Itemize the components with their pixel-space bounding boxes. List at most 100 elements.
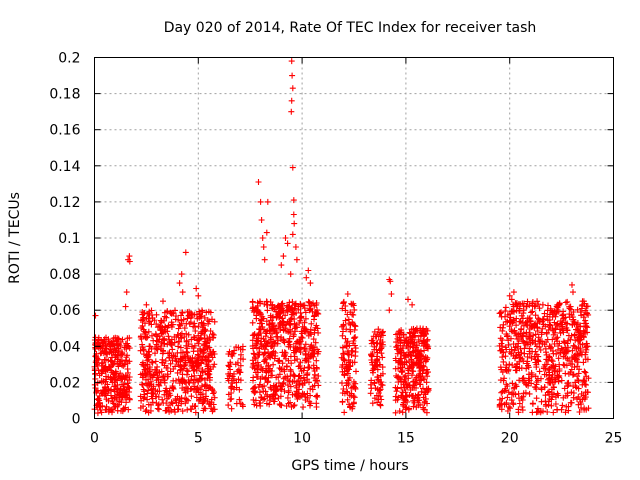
data-point: [197, 347, 204, 354]
data-point: [280, 337, 287, 344]
data-point: [148, 307, 155, 314]
data-point: [510, 289, 517, 296]
data-point: [265, 349, 272, 355]
data-point: [298, 368, 305, 375]
data-point: [143, 301, 150, 308]
data-point: [139, 323, 146, 329]
data-point: [195, 354, 202, 361]
data-point: [117, 358, 124, 365]
data-point: [146, 381, 153, 388]
data-point: [526, 390, 533, 397]
data-point: [277, 324, 284, 331]
data-point: [268, 372, 274, 379]
data-point: [117, 370, 124, 377]
data-point: [95, 367, 102, 374]
data-point: [311, 329, 318, 336]
data-point: [92, 312, 99, 319]
data-point: [169, 346, 176, 353]
x-tick-labels: 0 5 10 15 20 25: [90, 431, 622, 447]
data-point: [559, 402, 566, 409]
data-point: [123, 391, 130, 398]
data-point: [160, 400, 167, 406]
data-point: [287, 330, 294, 337]
data-point: [139, 374, 146, 381]
data-point: [159, 359, 165, 366]
data-point: [279, 307, 286, 314]
data-point: [344, 367, 351, 374]
data-point: [278, 334, 285, 341]
data-point: [388, 291, 395, 297]
data-point: [251, 354, 258, 361]
data-point: [190, 345, 197, 351]
data-point: [284, 363, 290, 370]
data-point: [183, 348, 190, 355]
data-point: [203, 343, 210, 350]
data-point: [262, 328, 269, 335]
data-point: [350, 340, 357, 347]
data-point: [114, 377, 121, 384]
data-point: [509, 308, 516, 315]
data-point: [292, 300, 299, 307]
data-point: [167, 402, 173, 409]
data-point: [186, 312, 193, 319]
data-point: [211, 318, 218, 325]
data-point: [339, 344, 346, 351]
data-point: [103, 334, 109, 341]
data-point: [159, 350, 166, 357]
data-point: [249, 342, 256, 349]
data-point: [233, 400, 240, 407]
data-point: [188, 373, 195, 380]
data-point: [263, 359, 270, 366]
data-point: [165, 333, 172, 340]
data-point: [288, 97, 295, 104]
data-point: [255, 179, 262, 185]
data-point: [296, 372, 303, 379]
data-point: [199, 356, 206, 363]
data-point: [250, 374, 257, 381]
data-point: [296, 339, 303, 346]
data-point: [304, 371, 311, 378]
data-point: [192, 328, 199, 334]
data-point: [565, 332, 572, 339]
data-point: [261, 357, 268, 363]
data-point: [262, 388, 269, 395]
data-point: [301, 377, 308, 384]
data-point: [288, 315, 295, 322]
data-point: [502, 304, 509, 311]
data-point: [289, 85, 296, 92]
data-point: [347, 403, 353, 410]
data-point: [314, 325, 321, 332]
y-tick-label: 0.16: [49, 123, 80, 139]
data-point: [202, 381, 209, 388]
data-point: [166, 390, 173, 397]
data-point: [343, 326, 350, 333]
data-point: [158, 326, 165, 333]
data-point: [201, 405, 208, 412]
data-point: [111, 395, 118, 401]
data-point: [98, 370, 105, 377]
data-point: [253, 312, 260, 319]
data-point: [183, 338, 190, 345]
data-point: [234, 359, 241, 366]
data-point: [290, 333, 297, 340]
data-point: [174, 349, 181, 356]
data-point: [174, 369, 181, 376]
data-point: [187, 406, 194, 412]
data-point: [261, 256, 268, 263]
data-point: [175, 343, 182, 350]
data-point: [124, 335, 131, 342]
data-point: [296, 381, 303, 388]
data-point: [344, 396, 351, 403]
data-point: [199, 369, 206, 376]
data-point: [275, 357, 282, 364]
data-point: [171, 339, 178, 346]
data-point: [264, 299, 270, 305]
data-point: [210, 332, 217, 338]
data-point: [210, 390, 217, 397]
data-point: [109, 338, 116, 345]
data-point: [264, 391, 270, 398]
data-point: [313, 400, 320, 407]
data-point: [582, 369, 589, 376]
data-point: [199, 382, 205, 389]
data-point: [111, 374, 118, 381]
